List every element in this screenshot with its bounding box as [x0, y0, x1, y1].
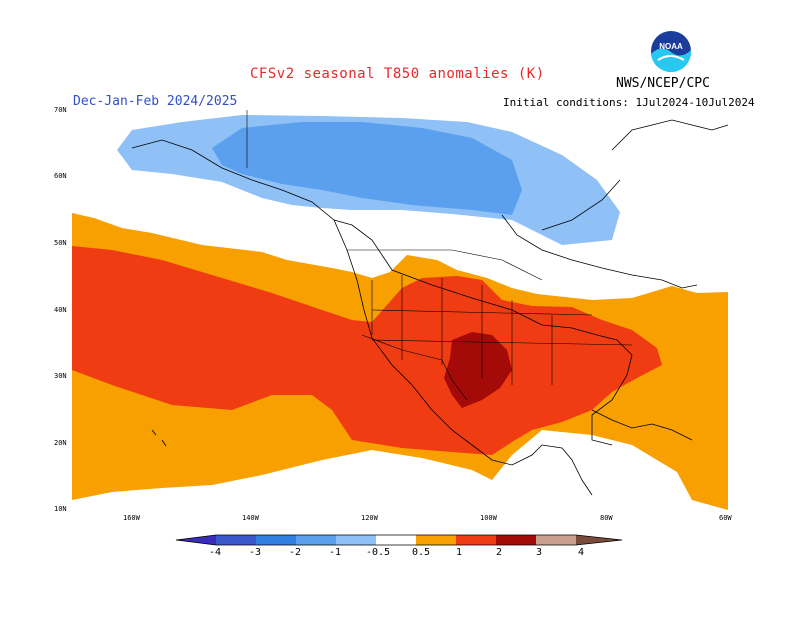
lon-label: 100W — [480, 514, 497, 522]
legend-swatch — [376, 535, 416, 545]
lon-label: 80W — [600, 514, 613, 522]
legend-swatch — [176, 535, 216, 545]
lat-label: 40N — [54, 306, 67, 314]
anomaly-region-pos-1 — [72, 246, 662, 455]
lon-label: 140W — [242, 514, 259, 522]
legend-colorbar — [175, 534, 623, 546]
legend-label: -3 — [249, 547, 262, 558]
legend-swatch — [536, 535, 576, 545]
legend-label: 3 — [536, 547, 543, 558]
lon-label: 60W — [719, 514, 732, 522]
initial-conditions-label: Initial conditions: 1Jul2024-10Jul2024 — [503, 96, 755, 109]
lat-label: 30N — [54, 372, 67, 380]
legend-label: 1 — [456, 547, 463, 558]
lon-label: 120W — [361, 514, 378, 522]
map-title: CFSv2 seasonal T850 anomalies (K) — [250, 66, 545, 82]
legend-label: 0.5 — [412, 547, 431, 558]
legend-swatch — [296, 535, 336, 545]
legend-label: -2 — [289, 547, 302, 558]
lat-label: 60N — [54, 172, 67, 180]
anomaly-region-neg-1 — [212, 122, 522, 215]
lat-label: 10N — [54, 505, 67, 513]
coastlines — [131, 119, 728, 496]
lat-label: 20N — [54, 439, 67, 447]
legend-swatch — [456, 535, 496, 545]
anomaly-map — [72, 110, 728, 510]
anomaly-region-pos-2 — [444, 332, 512, 408]
legend-label: 4 — [578, 547, 585, 558]
lon-label: 160W — [123, 514, 140, 522]
legend-label: -0.5 — [366, 547, 391, 558]
legend-swatch — [576, 535, 622, 545]
legend-swatch — [416, 535, 456, 545]
legend-swatch — [496, 535, 536, 545]
legend-swatch — [216, 535, 256, 545]
legend-label: -1 — [329, 547, 342, 558]
agency-label: NWS/NCEP/CPC — [616, 76, 710, 91]
boundaries — [246, 110, 633, 401]
logo-text: NOAA — [659, 42, 683, 51]
noaa-logo-icon: NOAA — [651, 31, 692, 72]
legend-label: -4 — [209, 547, 222, 558]
lat-label: 50N — [54, 239, 67, 247]
lat-label: 70N — [54, 106, 67, 114]
legend-label: 2 — [496, 547, 503, 558]
season-label: Dec-Jan-Feb 2024/2025 — [73, 94, 238, 109]
legend-swatch — [336, 535, 376, 545]
legend-swatch — [256, 535, 296, 545]
